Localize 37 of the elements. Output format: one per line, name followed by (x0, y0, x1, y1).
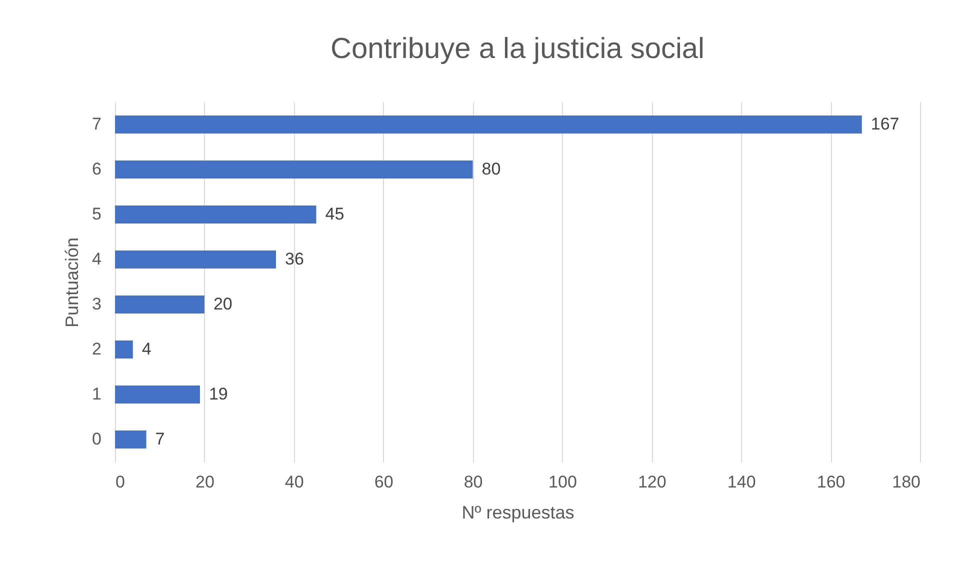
data-label: 80 (482, 160, 501, 178)
data-label: 20 (213, 294, 232, 314)
x-tick-label: 40 (284, 472, 304, 492)
y-tick-label: 1 (92, 384, 102, 404)
y-axis-title: Puntuación (62, 237, 82, 328)
y-tick-label: 5 (92, 204, 102, 224)
chart-title: Contribuye a la justicia social (330, 33, 704, 65)
bar (115, 160, 473, 178)
x-tick-label: 160 (816, 472, 846, 492)
x-axis-title: Nº respuestas (462, 502, 574, 522)
y-tick-label: 6 (92, 160, 102, 178)
bar (115, 430, 146, 448)
x-tick-label: 120 (638, 472, 666, 492)
y-tick-label: 2 (92, 340, 102, 358)
data-label: 45 (325, 204, 344, 224)
y-tick-label: 0 (92, 430, 102, 448)
data-label: 7 (155, 430, 165, 448)
bar (115, 296, 204, 314)
bar (115, 386, 200, 404)
x-tick-label: 60 (374, 472, 394, 492)
bar (115, 116, 862, 134)
y-tick-label: 3 (92, 294, 102, 314)
x-tick-label: 100 (548, 472, 577, 492)
x-tick-label: 0 (116, 472, 125, 492)
bar (115, 206, 316, 224)
data-label: 19 (208, 384, 228, 404)
data-label: 167 (870, 114, 900, 134)
x-tick-label: 20 (195, 472, 214, 492)
data-label: 4 (142, 340, 152, 358)
x-tick-label: 180 (892, 472, 920, 492)
data-label: 36 (285, 250, 304, 268)
x-tick-label: 80 (464, 472, 483, 492)
x-tick-label: 140 (727, 472, 756, 492)
y-tick-label: 7 (92, 114, 102, 134)
bar (115, 250, 276, 268)
y-tick-label: 4 (92, 250, 102, 268)
bar (115, 340, 133, 358)
